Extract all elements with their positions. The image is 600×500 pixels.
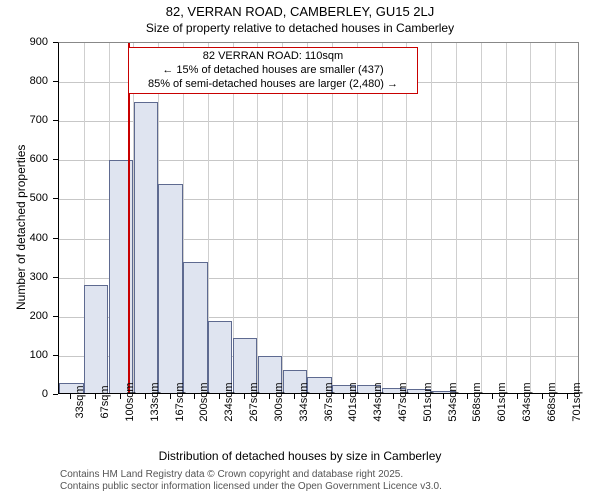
x-tick-label: 701sqm [571, 382, 583, 421]
x-tick-label: 133sqm [149, 382, 161, 421]
gridline-v [382, 43, 383, 393]
gridline-v [456, 43, 457, 393]
x-tick-label: 434sqm [372, 382, 384, 421]
property-info-box: 82 VERRAN ROAD: 110sqm← 15% of detached … [128, 47, 418, 94]
info-box-line: 85% of semi-detached houses are larger (… [135, 78, 411, 92]
y-tick-label: 700 [0, 114, 48, 126]
x-tick-mark [269, 394, 270, 399]
y-tick-mark [53, 198, 58, 199]
x-tick-mark [492, 394, 493, 399]
x-tick-label: 634sqm [521, 382, 533, 421]
histogram-bar [134, 102, 158, 393]
info-box-line: ← 15% of detached houses are smaller (43… [135, 64, 411, 78]
x-tick-mark [418, 394, 419, 399]
x-tick-mark [319, 394, 320, 399]
histogram-bar [84, 285, 108, 393]
histogram-bar [183, 262, 207, 393]
y-tick-label: 0 [0, 388, 48, 400]
footer-line-1: Contains HM Land Registry data © Crown c… [60, 469, 442, 481]
y-tick-label: 900 [0, 36, 48, 48]
x-axis-label: Distribution of detached houses by size … [0, 449, 600, 463]
y-tick-mark [53, 42, 58, 43]
x-tick-mark [542, 394, 543, 399]
x-tick-label: 401sqm [347, 382, 359, 421]
x-tick-mark [194, 394, 195, 399]
y-tick-mark [53, 81, 58, 82]
x-tick-mark [343, 394, 344, 399]
gridline-v [282, 43, 283, 393]
x-tick-label: 234sqm [223, 382, 235, 421]
gridline-v [332, 43, 333, 393]
x-tick-mark [294, 394, 295, 399]
x-tick-label: 167sqm [174, 382, 186, 421]
x-tick-mark [393, 394, 394, 399]
x-tick-mark [170, 394, 171, 399]
gridline-v [431, 43, 432, 393]
x-tick-mark [368, 394, 369, 399]
y-tick-mark [53, 159, 58, 160]
y-tick-label: 800 [0, 75, 48, 87]
x-tick-mark [145, 394, 146, 399]
plot-area [58, 42, 579, 394]
footer-line-2: Contains public sector information licen… [60, 481, 442, 493]
y-tick-mark [53, 316, 58, 317]
x-tick-label: 67sqm [99, 385, 111, 418]
x-tick-label: 601sqm [496, 382, 508, 421]
gridline-v [406, 43, 407, 393]
y-tick-mark [53, 277, 58, 278]
chart-title: 82, VERRAN ROAD, CAMBERLEY, GU15 2LJ [0, 4, 600, 19]
x-tick-mark [244, 394, 245, 399]
chart-container: 82, VERRAN ROAD, CAMBERLEY, GU15 2LJ Siz… [0, 0, 600, 500]
x-tick-label: 534sqm [447, 382, 459, 421]
gridline-v [307, 43, 308, 393]
x-tick-label: 33sqm [74, 385, 86, 418]
x-tick-label: 501sqm [422, 382, 434, 421]
x-tick-label: 367sqm [323, 382, 335, 421]
gridline-v [257, 43, 258, 393]
gridline-v [555, 43, 556, 393]
y-tick-mark [53, 394, 58, 395]
x-tick-mark [567, 394, 568, 399]
x-tick-label: 668sqm [546, 382, 558, 421]
property-marker-line [128, 43, 130, 393]
y-tick-label: 200 [0, 310, 48, 322]
y-tick-label: 300 [0, 271, 48, 283]
footer-attribution: Contains HM Land Registry data © Crown c… [60, 469, 442, 493]
y-tick-mark [53, 238, 58, 239]
x-tick-mark [95, 394, 96, 399]
x-tick-label: 568sqm [471, 382, 483, 421]
y-tick-mark [53, 120, 58, 121]
gridline-v [530, 43, 531, 393]
gridline-v [357, 43, 358, 393]
gridline-v [481, 43, 482, 393]
x-tick-label: 467sqm [397, 382, 409, 421]
x-tick-mark [120, 394, 121, 399]
x-tick-label: 200sqm [198, 382, 210, 421]
x-tick-mark [219, 394, 220, 399]
x-tick-label: 334sqm [298, 382, 310, 421]
x-tick-label: 267sqm [248, 382, 260, 421]
gridline-v [506, 43, 507, 393]
x-tick-label: 300sqm [273, 382, 285, 421]
y-axis-label: Number of detached properties [14, 145, 28, 310]
chart-subtitle: Size of property relative to detached ho… [0, 21, 600, 35]
x-tick-mark [70, 394, 71, 399]
histogram-bar [158, 184, 182, 393]
x-tick-label: 100sqm [124, 382, 136, 421]
y-tick-label: 500 [0, 192, 48, 204]
y-tick-label: 100 [0, 349, 48, 361]
y-tick-label: 600 [0, 153, 48, 165]
info-box-line: 82 VERRAN ROAD: 110sqm [135, 50, 411, 64]
y-tick-label: 400 [0, 232, 48, 244]
x-tick-mark [467, 394, 468, 399]
y-tick-mark [53, 355, 58, 356]
x-tick-mark [443, 394, 444, 399]
x-tick-mark [517, 394, 518, 399]
